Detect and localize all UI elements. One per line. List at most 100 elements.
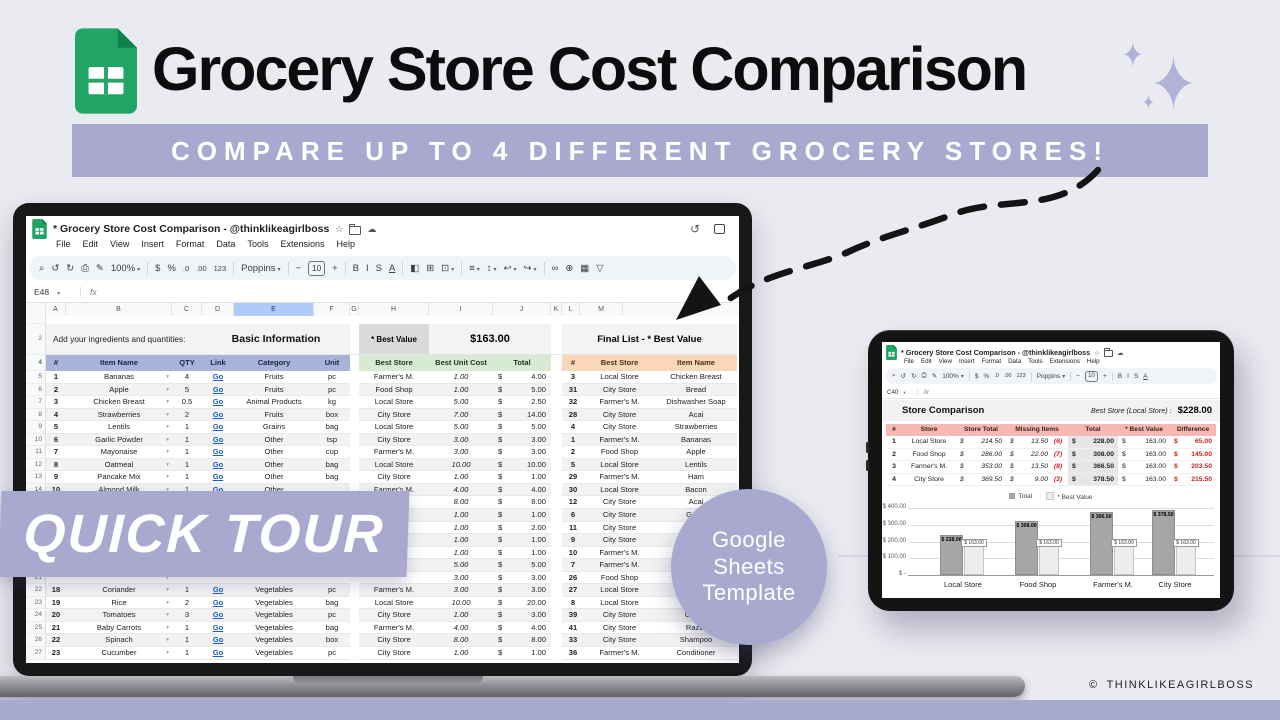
cell-best-unit-cost[interactable]: 3.00 xyxy=(429,572,493,585)
cell-final-number[interactable]: 27 xyxy=(562,584,584,597)
column-header[interactable]: C xyxy=(172,303,202,316)
cell-go-link[interactable]: Go xyxy=(202,647,234,660)
store-comparison-chart[interactable]: $ 228.00 $ 163.00 $ 308.00 $ 163.00 $ 366.50… xyxy=(908,508,1214,576)
font-size-increase[interactable]: + xyxy=(332,262,338,274)
dropdown-icon[interactable]: ▾ xyxy=(166,449,169,456)
dropdown-icon[interactable]: ▾ xyxy=(166,587,169,594)
undo-icon[interactable]: ↺ xyxy=(900,373,907,380)
menu-item[interactable]: View xyxy=(938,358,952,365)
cell-missing-amount[interactable]: $13.50 xyxy=(1010,438,1048,445)
cell-final-number[interactable]: 41 xyxy=(562,622,584,635)
best-value-chip[interactable]: * Best Value xyxy=(359,324,429,355)
cell-unit[interactable] xyxy=(314,572,350,585)
cell-missing-count[interactable]: (7) xyxy=(1053,450,1063,458)
cell-category[interactable]: Grains xyxy=(234,421,314,434)
cell-number[interactable]: 2 xyxy=(892,450,896,458)
cell-final-item-name[interactable]: Strawberries xyxy=(655,421,737,434)
cell-best-store[interactable]: City Store xyxy=(359,408,429,422)
separator[interactable] xyxy=(233,261,235,275)
cell-store-total[interactable]: $214.50 xyxy=(960,438,1002,445)
cell-best-store[interactable]: City Store xyxy=(359,634,429,648)
dropdown-icon[interactable]: ▾ xyxy=(166,461,169,468)
menu-item[interactable]: Extensions xyxy=(280,239,325,249)
cell-final-best-store[interactable]: Farmer's M. xyxy=(584,547,655,560)
cell-number[interactable]: 7 xyxy=(46,446,66,459)
cell-store[interactable]: City Store xyxy=(914,475,944,483)
cell-final-best-store[interactable]: Farmer's M. xyxy=(584,396,655,409)
cell-category[interactable]: Other xyxy=(234,471,314,484)
dropdown-icon[interactable]: ▾ xyxy=(166,650,169,657)
cell-number[interactable]: 1 xyxy=(892,438,896,445)
bold-icon[interactable]: B xyxy=(352,262,359,274)
cell-best-store[interactable]: City Store xyxy=(359,471,429,484)
cell-qty[interactable]: 2 xyxy=(172,597,202,610)
move-folder-icon[interactable] xyxy=(1103,347,1113,357)
cell-unit[interactable]: pc xyxy=(314,371,350,384)
row-header[interactable] xyxy=(26,316,46,324)
cell-item-name[interactable]: Garlic Powder ▾ xyxy=(66,433,172,447)
more-formats-icon[interactable]: 123 xyxy=(1016,373,1026,379)
fill-color-icon[interactable]: ◧ xyxy=(410,262,420,274)
header-link[interactable]: Link xyxy=(202,355,234,371)
cell-total[interactable]: $308.00 xyxy=(1068,448,1118,460)
cell-best-unit-cost[interactable]: 3.00 xyxy=(429,446,493,459)
strikethrough-icon[interactable]: S xyxy=(1133,372,1139,380)
cell-final-number[interactable]: 12 xyxy=(562,496,584,510)
cell-unit[interactable]: pc xyxy=(314,609,350,622)
cell-final-best-store[interactable]: Local Store xyxy=(584,584,655,597)
cell-category[interactable]: Other xyxy=(234,458,314,472)
cell-best-unit-cost[interactable]: 3.00 xyxy=(429,584,493,597)
cell-unit[interactable]: bag xyxy=(314,471,350,484)
cell-total[interactable]: $4.00 xyxy=(493,622,551,635)
cell-go-link[interactable]: Go xyxy=(202,471,234,484)
percent-format-icon[interactable]: % xyxy=(983,372,990,380)
cell-best-store[interactable]: Farmer's M. xyxy=(359,446,429,459)
cell-item-name[interactable]: Rice ▾ xyxy=(66,597,172,610)
cell-unit[interactable]: bag xyxy=(314,597,350,610)
redo-icon[interactable]: ↻ xyxy=(66,262,75,274)
row-header[interactable]: 13 xyxy=(26,471,46,484)
cell-qty[interactable]: 4 xyxy=(172,371,202,384)
cell-best-unit-cost[interactable]: 1.00 xyxy=(429,647,493,660)
cell-number[interactable]: 19 xyxy=(46,597,66,610)
cell-number[interactable]: 18 xyxy=(46,584,66,597)
cell-qty[interactable]: 0.5 xyxy=(172,396,202,409)
cell-go-link[interactable]: Go xyxy=(202,458,234,472)
cell-go-link[interactable]: Go xyxy=(202,396,234,409)
cell-total[interactable]: $366.50 xyxy=(1068,461,1118,473)
cell-final-number[interactable]: 7 xyxy=(562,559,584,572)
cell-final-number[interactable]: 4 xyxy=(562,421,584,434)
cell-best-store[interactable]: Local Store xyxy=(359,597,429,610)
cell-final-number[interactable]: 32 xyxy=(562,396,584,409)
separator[interactable] xyxy=(1070,371,1072,381)
row-header[interactable]: 4 xyxy=(26,355,46,371)
cell-final-number[interactable]: 5 xyxy=(562,458,584,472)
text-wrap-icon[interactable]: ↩ xyxy=(504,263,517,274)
cell-go-link[interactable]: Go xyxy=(202,433,234,447)
menu-item[interactable]: Tools xyxy=(247,239,269,249)
cell-number[interactable]: 5 xyxy=(46,421,66,434)
strikethrough-icon[interactable]: S xyxy=(375,262,382,274)
cell-item-name[interactable]: ▾ xyxy=(66,572,172,585)
cell-final-item-name[interactable]: Chicken Breast xyxy=(655,371,737,384)
cell-total[interactable]: $20.00 xyxy=(493,597,551,610)
cell-difference[interactable]: $65.00 xyxy=(1174,438,1212,445)
font-size-value[interactable]: 10 xyxy=(1085,370,1098,382)
row-header[interactable]: 25 xyxy=(26,621,46,635)
cell-difference[interactable]: $215.50 xyxy=(1174,475,1212,483)
cell-unit[interactable]: pc xyxy=(314,383,350,397)
cell-final-best-store[interactable]: City Store xyxy=(584,622,655,635)
cell-unit[interactable]: bag xyxy=(314,421,350,434)
cell-number[interactable]: 22 xyxy=(46,634,66,648)
cell-best-unit-cost[interactable]: 4.00 xyxy=(429,622,493,635)
italic-icon[interactable]: I xyxy=(365,262,369,274)
cell-final-number[interactable]: 9 xyxy=(562,534,584,547)
cell-unit[interactable]: box xyxy=(314,408,350,422)
cell-store[interactable]: Local Store xyxy=(911,438,947,445)
separator[interactable] xyxy=(147,261,149,275)
cell-best-store[interactable]: City Store xyxy=(359,647,429,660)
cell-final-item-name[interactable]: Dishwasher Soap xyxy=(655,396,737,409)
select-all-corner[interactable] xyxy=(26,303,46,316)
best-value-total[interactable]: $163.00 xyxy=(429,324,551,355)
cell-unit[interactable]: pc xyxy=(314,647,350,660)
